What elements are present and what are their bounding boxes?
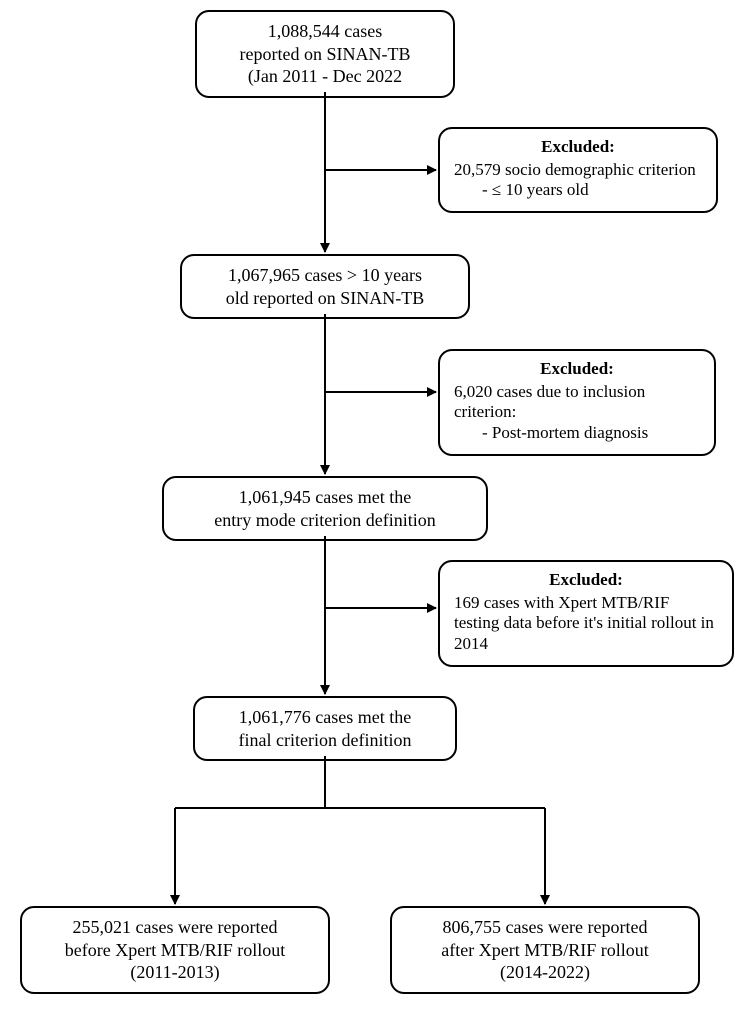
text-line: 255,021 cases were reported xyxy=(73,917,278,937)
text-line: 1,088,544 cases xyxy=(268,21,382,41)
text-line: (2011-2013) xyxy=(130,962,219,982)
text-line: 806,755 cases were reported xyxy=(443,917,648,937)
text-line: old reported on SINAN-TB xyxy=(226,288,424,308)
exclusion-sub: - ≤ 10 years old xyxy=(454,180,702,201)
text-line: entry mode criterion definition xyxy=(214,510,435,530)
text-line: (Jan 2011 - Dec 2022 xyxy=(248,66,402,86)
exclusion-body: 169 cases with Xpert MTB/RIF testing dat… xyxy=(454,593,714,653)
text-line: after Xpert MTB/RIF rollout xyxy=(441,940,648,960)
flow-node-over-10: 1,067,965 cases > 10 years old reported … xyxy=(180,254,470,319)
flow-node-after-rollout: 806,755 cases were reported after Xpert … xyxy=(390,906,700,994)
flow-node-final-criterion: 1,061,776 cases met the final criterion … xyxy=(193,696,457,761)
text-line: 1,061,776 cases met the xyxy=(239,707,411,727)
flow-node-before-rollout: 255,021 cases were reported before Xpert… xyxy=(20,906,330,994)
text-line: 1,061,945 cases met the xyxy=(239,487,411,507)
exclusion-body: 20,579 socio demographic criterion xyxy=(454,160,696,179)
text-line: before Xpert MTB/RIF rollout xyxy=(65,940,285,960)
text-line: reported on SINAN-TB xyxy=(240,44,411,64)
flow-node-entry-mode: 1,061,945 cases met the entry mode crite… xyxy=(162,476,488,541)
exclusion-box-sociodemographic: Excluded: 20,579 socio demographic crite… xyxy=(438,127,718,213)
text-line: 1,067,965 cases > 10 years xyxy=(228,265,422,285)
exclusion-box-inclusion: Excluded: 6,020 cases due to inclusion c… xyxy=(438,349,716,456)
text-line: (2014-2022) xyxy=(500,962,590,982)
exclusion-sub: - Post-mortem diagnosis xyxy=(454,423,700,444)
exclusion-title: Excluded: xyxy=(454,359,700,380)
exclusion-title: Excluded: xyxy=(454,137,702,158)
exclusion-box-xpert: Excluded: 169 cases with Xpert MTB/RIF t… xyxy=(438,560,734,667)
flow-node-initial-cases: 1,088,544 cases reported on SINAN-TB (Ja… xyxy=(195,10,455,98)
exclusion-body: 6,020 cases due to inclusion criterion: xyxy=(454,382,645,422)
text-line: final criterion definition xyxy=(239,730,412,750)
exclusion-title: Excluded: xyxy=(454,570,718,591)
